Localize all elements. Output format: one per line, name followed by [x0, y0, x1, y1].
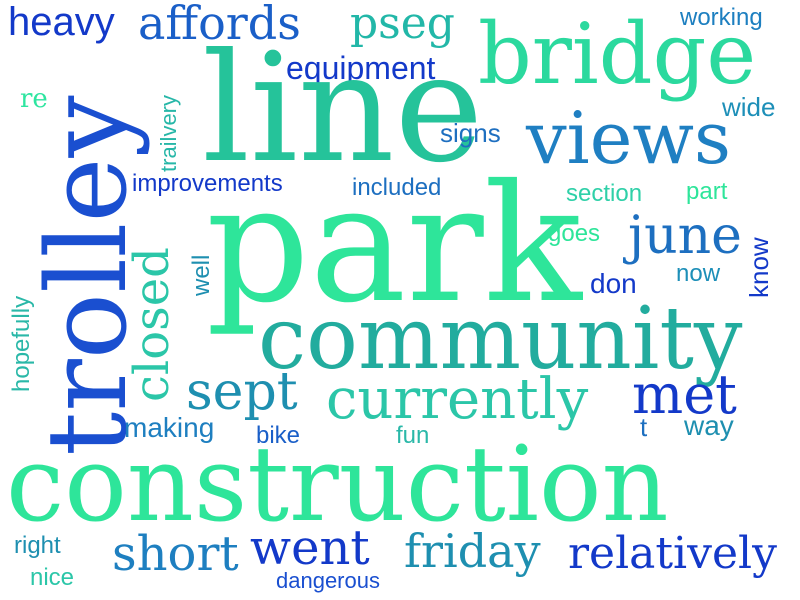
word-community: community — [258, 289, 743, 389]
word-park: park — [206, 151, 582, 339]
word-know: know — [744, 237, 774, 298]
word-re: re — [20, 84, 48, 114]
word-don: don — [590, 268, 637, 299]
word-making: making — [124, 412, 215, 443]
word-working: working — [680, 4, 763, 31]
word-went: went — [250, 520, 370, 576]
word-equipment: equipment — [286, 50, 436, 86]
word-friday: friday — [404, 524, 541, 578]
word-affords: affords — [138, 0, 301, 50]
word-line: line — [202, 22, 484, 196]
word-trailvery: trailvery — [156, 94, 181, 172]
word-section: section — [566, 180, 643, 207]
word-hopefully: hopefully — [8, 295, 35, 392]
word-goes: goes — [548, 220, 601, 247]
word-dangerous: dangerous — [276, 568, 380, 593]
word-heavy: heavy — [8, 0, 115, 44]
word-way: way — [684, 410, 734, 441]
word-construction: construction — [6, 423, 669, 545]
word-wide: wide — [722, 92, 776, 122]
word-right: right — [14, 532, 61, 559]
word-june: june — [628, 206, 742, 266]
word-fun: fun — [396, 422, 430, 449]
word-improvements: improvements — [132, 170, 283, 197]
word-t: t — [640, 412, 648, 442]
word-nice: nice — [30, 564, 75, 591]
word-closed: closed — [124, 247, 180, 402]
word-currently: currently — [326, 367, 589, 432]
word-sept: sept — [186, 362, 298, 422]
word-signs: signs — [440, 118, 501, 148]
word-well: well — [188, 254, 215, 296]
word-now: now — [676, 260, 721, 287]
word-views: views — [526, 96, 731, 180]
word-pseg: pseg — [350, 0, 455, 49]
word-part: part — [686, 178, 728, 205]
word-short: short — [112, 526, 239, 582]
word-bike: bike — [256, 422, 301, 449]
word-met: met — [632, 363, 737, 426]
word-relatively: relatively — [568, 528, 777, 579]
word-bridge: bridge — [478, 5, 757, 103]
word-included: included — [352, 174, 442, 201]
